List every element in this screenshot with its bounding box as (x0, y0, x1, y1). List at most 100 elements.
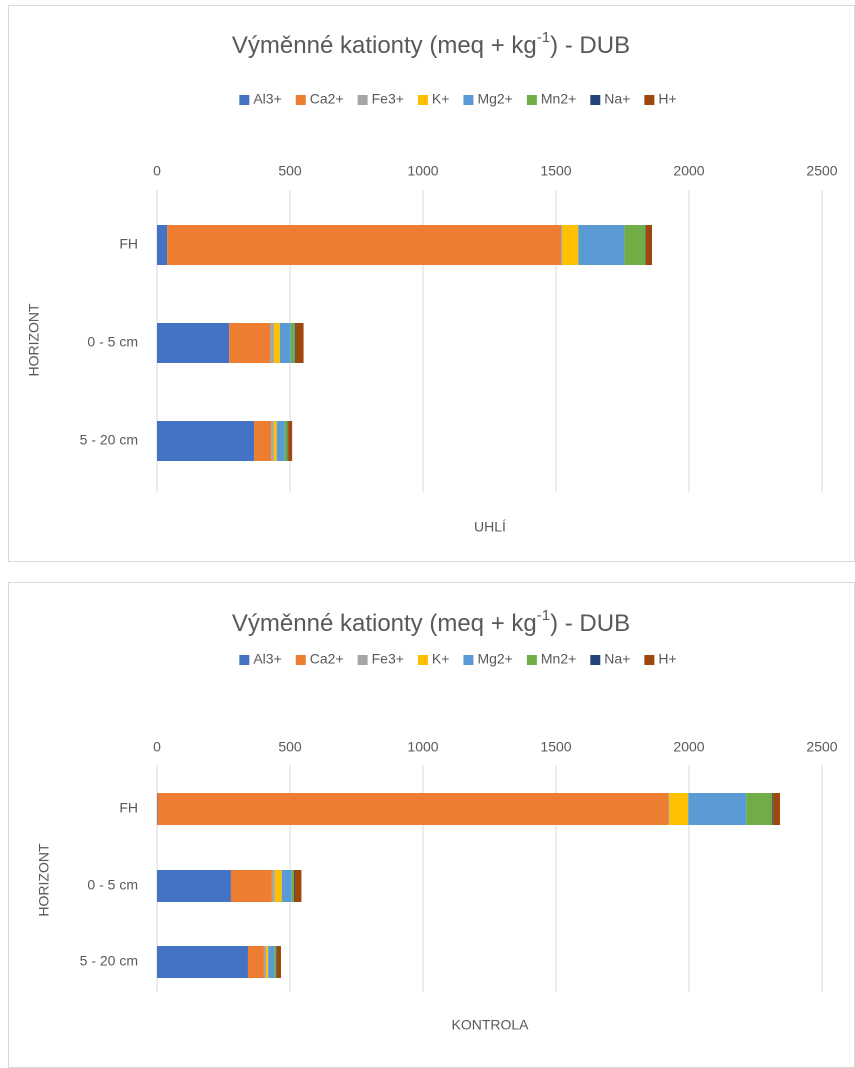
x-tick-label: 1500 (540, 163, 571, 179)
bar-segment (229, 323, 271, 363)
title-part: ) - DUB (550, 32, 630, 59)
y-axis-title: HORIZONT (26, 303, 42, 377)
x-tick-label: 1500 (540, 739, 571, 755)
bar-segment (266, 946, 269, 978)
title-part: Výměnné kationty (meq + kg (232, 610, 537, 637)
legend-label: Ca2+ (310, 91, 344, 107)
bar-segment (274, 946, 277, 978)
legend-swatch (590, 655, 601, 665)
legend-swatch (526, 655, 537, 665)
legend-swatch (644, 655, 655, 665)
bar-segment (294, 323, 296, 363)
legend-label: Na+ (604, 91, 630, 107)
legend-label: Na+ (604, 651, 630, 667)
legend-label: Mg2+ (477, 651, 512, 667)
bar-segment (274, 870, 282, 902)
chart-title: Výměnné kationty (meq + kg-1) - DUB (232, 29, 630, 59)
legend-label: Ca2+ (310, 651, 344, 667)
bar-segment (281, 870, 292, 902)
y-axis-title: HORIZONT (36, 843, 52, 917)
bar-segment (157, 870, 231, 902)
bar-segment (279, 323, 291, 363)
bar-segment (157, 793, 669, 825)
legend-swatch (239, 95, 250, 105)
bar-segment (268, 946, 275, 978)
bar-segment (290, 323, 295, 363)
bar-segment (668, 793, 670, 825)
y-tick-label: FH (119, 236, 138, 252)
y-tick-label: 0 - 5 cm (87, 877, 138, 893)
bar-segment (230, 870, 272, 902)
bar-segment (773, 793, 780, 825)
bar-segment (746, 793, 773, 825)
legend-swatch (295, 655, 306, 665)
legend-label: Mn2+ (541, 91, 576, 107)
legend-label: Fe3+ (372, 91, 404, 107)
bar-segment (157, 793, 158, 825)
bar-segment (287, 421, 289, 461)
x-tick-label: 2000 (673, 163, 704, 179)
bar-segment (284, 421, 288, 461)
x-tick-label: 1000 (407, 163, 438, 179)
bar-segment (276, 421, 285, 461)
legend-swatch (644, 95, 655, 105)
bar-segment (578, 225, 625, 265)
bar-segment (157, 225, 168, 265)
legend-swatch (463, 95, 474, 105)
x-tick-label: 0 (153, 163, 161, 179)
bar-segment (157, 946, 248, 978)
legend-label: Al3+ (253, 91, 281, 107)
legend-swatch (417, 95, 428, 105)
bar-segment (669, 793, 689, 825)
x-tick-label: 0 (153, 739, 161, 755)
bar-segment (247, 946, 264, 978)
bar-segment (288, 421, 293, 461)
bar-segment (273, 421, 277, 461)
title-part: -1 (537, 29, 550, 46)
legend-swatch (526, 95, 537, 105)
legend-label: H+ (658, 91, 676, 107)
legend-swatch (357, 95, 368, 105)
bar-segment (688, 793, 747, 825)
bar-segment (271, 870, 275, 902)
legend-swatch (239, 655, 250, 665)
x-tick-label: 500 (278, 163, 302, 179)
legend: Al3+ Ca2+ Fe3+ K+ Mg2+ Mn2+ Na+ H+ (239, 651, 677, 667)
bar-segment (645, 225, 653, 265)
bar-segment (270, 323, 275, 363)
bar-segment (294, 870, 302, 902)
legend-label: Mg2+ (477, 91, 512, 107)
title-part: ) - DUB (550, 610, 630, 637)
bar-segment (157, 323, 230, 363)
x-axis-title: UHLÍ (474, 519, 506, 535)
legend-label: H+ (658, 651, 676, 667)
x-axis-title: KONTROLA (451, 1017, 529, 1033)
bar-segment (293, 870, 295, 902)
y-tick-label: FH (119, 800, 138, 816)
bar-segment (263, 946, 267, 978)
y-tick-label: 0 - 5 cm (87, 334, 138, 350)
legend-label: Mn2+ (541, 651, 576, 667)
bar-segment (254, 421, 272, 461)
bar-segment (274, 323, 280, 363)
legend-label: Fe3+ (372, 651, 404, 667)
legend-swatch (463, 655, 474, 665)
legend: Al3+ Ca2+ Fe3+ K+ Mg2+ Mn2+ Na+ H+ (239, 91, 677, 107)
legend-swatch (295, 95, 306, 105)
x-tick-label: 500 (278, 739, 302, 755)
title-part: Výměnné kationty (meq + kg (232, 32, 537, 59)
x-tick-label: 2500 (806, 163, 837, 179)
bar-segment (561, 225, 563, 265)
legend-swatch (417, 655, 428, 665)
legend-label: K+ (432, 651, 450, 667)
legend-label: Al3+ (253, 651, 281, 667)
y-tick-label: 5 - 20 cm (80, 432, 138, 448)
chart-frame (8, 5, 855, 562)
bar-segment (772, 793, 774, 825)
bar-segment (157, 421, 255, 461)
bar-segment (167, 225, 562, 265)
bar-segment (295, 323, 304, 363)
title-part: -1 (537, 607, 550, 624)
bar-segment (645, 225, 646, 265)
